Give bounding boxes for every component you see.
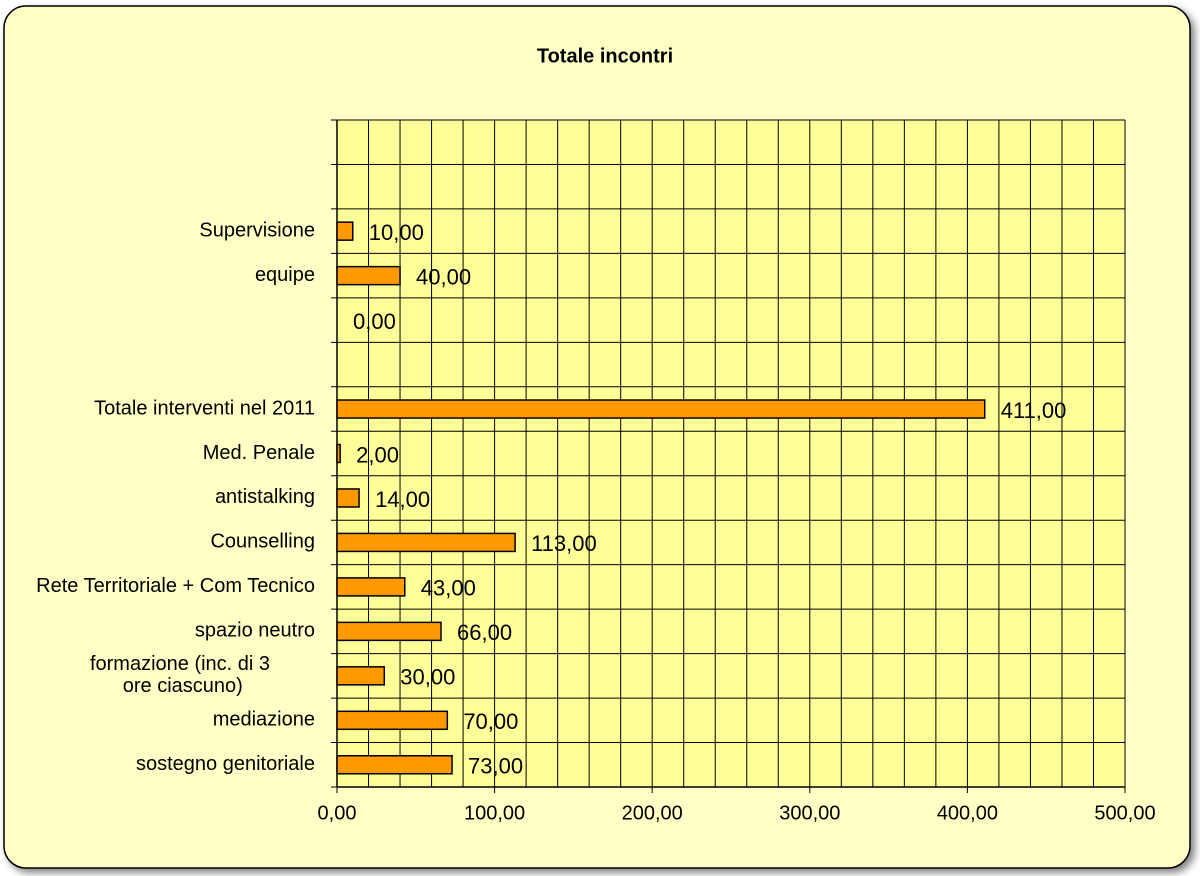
x-tick-label: 200,00: [622, 802, 683, 824]
bar: [336, 755, 453, 775]
value-label: 43,00: [421, 576, 476, 601]
value-label: 14,00: [375, 487, 430, 512]
value-label: 30,00: [400, 665, 455, 690]
x-tick-label: 100,00: [464, 802, 525, 824]
value-label: 70,00: [463, 709, 518, 734]
plot-area: [337, 120, 1125, 787]
bar: [336, 265, 401, 286]
y-tick-label: Med. Penale: [203, 442, 315, 464]
y-tick-label: sostegno genitoriale: [136, 753, 315, 775]
value-label: 113,00: [531, 531, 597, 556]
bar: [336, 532, 516, 553]
bar: [336, 621, 442, 642]
y-tick-label: formazione (inc. di 3 ore ciascuno): [90, 653, 270, 697]
value-label: 66,00: [457, 620, 512, 645]
chart-title: Totale incontri: [537, 45, 673, 67]
y-tick-label: equipe: [255, 264, 315, 286]
y-tick-label: Totale interventi nel 2011: [94, 397, 315, 419]
y-tick-label: Rete Territoriale + Com Tecnico: [36, 575, 315, 597]
y-tick-label: Counselling: [210, 531, 315, 553]
value-label: 411,00: [1001, 398, 1067, 423]
value-label: 0,00: [353, 309, 396, 334]
value-label: 10,00: [369, 220, 424, 245]
y-tick-label: Supervisione: [199, 219, 315, 241]
y-tick-label: antistalking: [215, 486, 315, 508]
y-tick-label: spazio neutro: [195, 620, 315, 642]
x-tick-label: 400,00: [937, 802, 998, 824]
bar: [336, 577, 406, 597]
bar: [336, 488, 360, 508]
bar: [336, 666, 386, 686]
x-tick-label: 300,00: [779, 802, 840, 824]
value-label: 2,00: [356, 442, 399, 467]
bar: [336, 399, 986, 419]
x-tick-label: 0,00: [318, 802, 357, 824]
bar: [336, 710, 449, 731]
value-label: 40,00: [416, 264, 471, 289]
x-tick-label: 500,00: [1094, 802, 1155, 824]
bar: [336, 443, 341, 464]
y-tick-label: mediazione: [213, 709, 315, 731]
bar: [336, 221, 354, 241]
value-label: 73,00: [468, 754, 523, 779]
